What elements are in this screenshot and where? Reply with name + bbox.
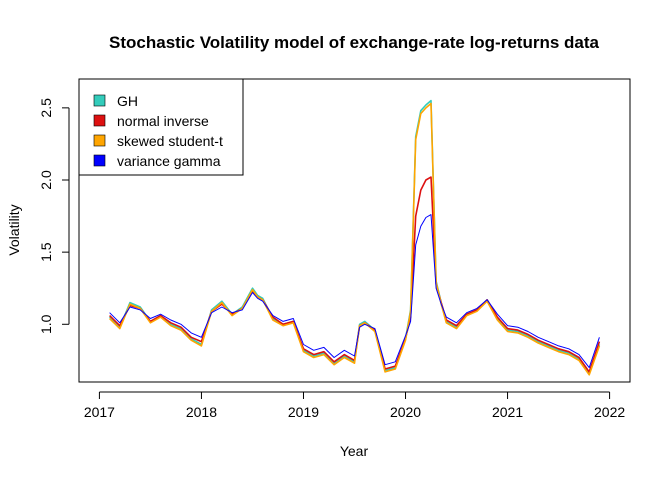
y-axis-label: Volatility xyxy=(6,204,22,255)
y-tick-label: 1.0 xyxy=(38,314,54,334)
series-layer xyxy=(109,99,601,376)
legend: GH normal inverse skewed student-t variance… xyxy=(78,78,244,176)
legend-label: skewed student-t xyxy=(117,133,223,149)
legend-box xyxy=(78,78,244,176)
legend-label: normal inverse xyxy=(117,113,209,129)
legend-swatch xyxy=(93,134,106,147)
plot-frame xyxy=(78,78,631,383)
x-axis: 2017 2018 2019 2020 2021 2022 xyxy=(84,391,625,420)
legend-swatch xyxy=(93,154,106,167)
x-tick-label: 2019 xyxy=(288,404,319,420)
x-tick-label: 2020 xyxy=(390,404,421,420)
x-tick-label: 2021 xyxy=(492,404,523,420)
x-tick-label: 2017 xyxy=(84,404,115,420)
y-tick-label: 2.5 xyxy=(38,98,54,118)
x-tick-label: 2022 xyxy=(594,404,625,420)
legend-label: variance gamma xyxy=(117,153,221,169)
chart-title: Stochastic Volatility model of exchange-… xyxy=(109,33,599,52)
x-axis-label: Year xyxy=(340,443,369,459)
legend-swatch xyxy=(93,94,106,107)
legend-swatch xyxy=(93,114,106,127)
legend-label: GH xyxy=(117,93,138,109)
series-line-skewed-student-t xyxy=(109,102,601,376)
y-tick-label: 2.0 xyxy=(38,170,54,190)
series-line-variance-gamma xyxy=(109,214,600,369)
series-line-normal-inverse xyxy=(109,176,601,373)
y-axis: 1.0 1.5 2.0 2.5 xyxy=(38,98,70,334)
x-tick-label: 2018 xyxy=(186,404,217,420)
y-tick-label: 1.5 xyxy=(38,242,54,262)
